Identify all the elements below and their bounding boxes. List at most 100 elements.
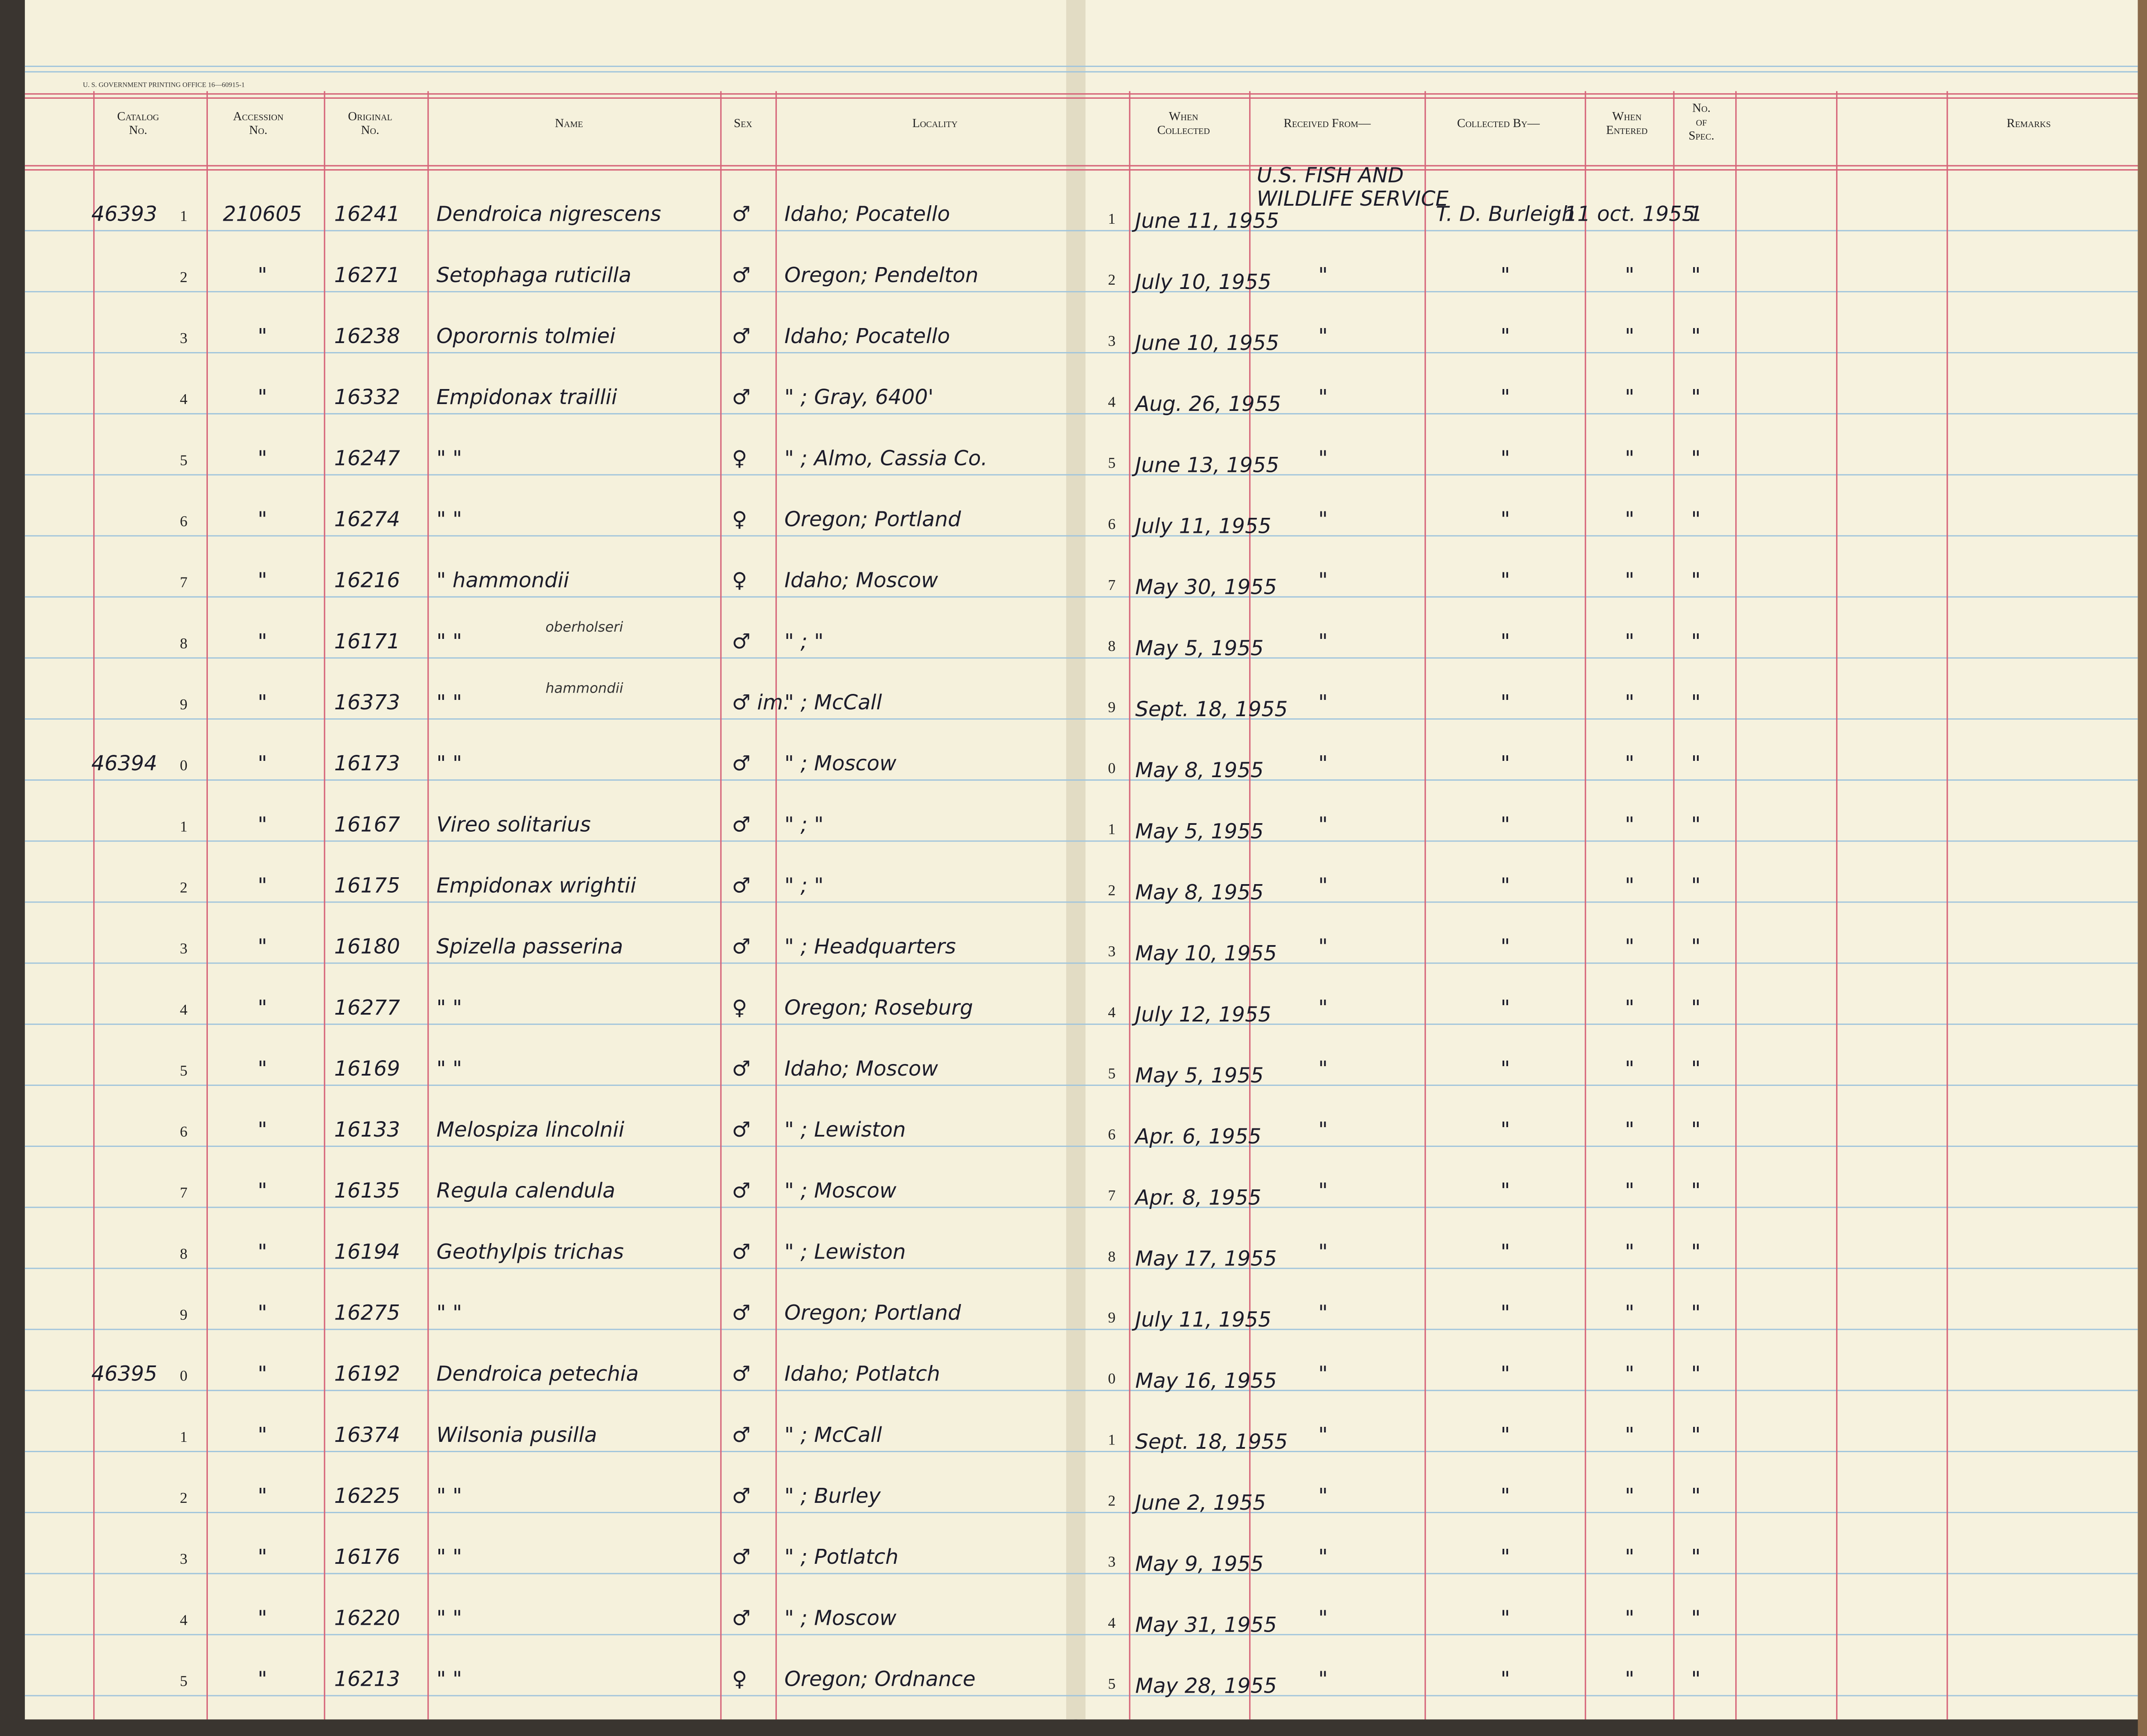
date-collected: May 28, 1955 — [1135, 1674, 1277, 1698]
date-collected: May 8, 1955 — [1135, 758, 1264, 782]
row-digit: 8 — [180, 1245, 188, 1262]
locality: " ; Almo, Cassia Co. — [785, 446, 988, 470]
collected-by: " — [1501, 1179, 1510, 1203]
collected-by: " — [1501, 1484, 1510, 1508]
accession-number: " — [258, 324, 267, 348]
accession-number: " — [258, 263, 267, 287]
collected-by: " — [1501, 1423, 1510, 1447]
locality: " ; Moscow — [785, 1179, 897, 1203]
collected-by: " — [1501, 1057, 1510, 1081]
sex: ♂ — [732, 1545, 751, 1569]
accession-number: " — [258, 1545, 267, 1569]
accession-number: " — [258, 507, 267, 531]
row-digit: 6 — [180, 1123, 188, 1140]
species-name: Geothylpis trichas — [436, 1240, 623, 1264]
accession-number: " — [258, 751, 267, 775]
row-digit-right: 9 — [1108, 698, 1116, 715]
date-entered: " — [1625, 1362, 1634, 1386]
species-name: " hammondii — [436, 569, 569, 593]
row-digit: 2 — [180, 1489, 188, 1506]
received-from: " — [1318, 1606, 1328, 1630]
row-digit-right: 7 — [1108, 1187, 1116, 1204]
locality: " ; Moscow — [785, 751, 897, 775]
sex: ♂ — [732, 1240, 751, 1264]
row-digit-right: 4 — [1108, 393, 1116, 410]
received-from: " — [1318, 324, 1328, 348]
accession-number: " — [258, 1606, 267, 1630]
date-collected: Sept. 18, 1955 — [1135, 697, 1288, 721]
gutter — [1066, 0, 1086, 1720]
date-collected: Apr. 8, 1955 — [1134, 1186, 1262, 1210]
row-digit: 4 — [180, 1611, 188, 1628]
column-headers: Catalog No. Accession No. Original No. Name Sex… — [117, 101, 2051, 143]
sex: ♂ — [732, 812, 751, 836]
column-header: When Entered — [1606, 109, 1648, 137]
collected-by: " — [1501, 935, 1510, 959]
sex: ♂ — [732, 1484, 751, 1508]
accession-number: " — [258, 1362, 267, 1386]
original-number: 16175 — [334, 873, 400, 897]
sex: ♂ — [732, 1606, 751, 1630]
row-digit: 9 — [180, 1306, 188, 1323]
date-collected: May 8, 1955 — [1135, 881, 1264, 905]
collected-by: " — [1501, 1545, 1510, 1569]
accession-number: " — [258, 385, 267, 409]
column-header: Received From— — [1283, 116, 1371, 130]
row-digit: 3 — [180, 1550, 188, 1567]
sex: ♂ — [732, 935, 751, 959]
sex: ♂ — [732, 385, 751, 409]
received-from: " — [1318, 507, 1328, 531]
accession-number: " — [258, 873, 267, 897]
locality: " ; " — [785, 812, 824, 836]
left-page — [24, 0, 1075, 1720]
date-entered: 11 oct. 1955 — [1564, 202, 1695, 226]
accession-number: " — [258, 629, 267, 654]
collected-by: T. D. Burleigh — [1436, 202, 1575, 226]
species-name: Vireo solitarius — [436, 812, 591, 836]
row-digit-right: 4 — [1108, 1003, 1116, 1021]
date-entered: " — [1625, 1240, 1634, 1264]
locality: " ; McCall — [785, 1423, 882, 1447]
accession-number: " — [258, 1667, 267, 1691]
specimen-count: 1 — [1689, 202, 1703, 226]
column-header: When Collected — [1157, 109, 1210, 137]
date-collected: June 10, 1955 — [1132, 331, 1279, 355]
accession-number: " — [258, 446, 267, 470]
original-number: 16225 — [334, 1484, 400, 1508]
sex: ♂ — [732, 1057, 751, 1081]
original-number: 16180 — [334, 935, 400, 959]
species-name: " " — [436, 1301, 462, 1325]
original-number: 16194 — [334, 1240, 400, 1264]
row-digit: 2 — [180, 879, 188, 896]
received-from: " — [1318, 1118, 1328, 1142]
column-header: Collected By— — [1457, 116, 1540, 130]
accession-number: " — [258, 996, 267, 1020]
collected-by: " — [1501, 996, 1510, 1020]
sex: ♂ — [732, 324, 751, 348]
specimen-count: " — [1691, 1667, 1700, 1691]
specimen-count: " — [1691, 263, 1700, 287]
collected-by: " — [1501, 1240, 1510, 1264]
species-name: " " — [436, 1606, 462, 1630]
species-name: " " — [436, 690, 462, 714]
date-entered: " — [1625, 1484, 1634, 1508]
locality: " ; Burley — [785, 1484, 882, 1508]
row-digit: 7 — [180, 574, 188, 591]
collected-by: " — [1501, 812, 1510, 836]
original-number: 16277 — [334, 996, 400, 1020]
sex: ♂ im. — [732, 690, 790, 714]
specimen-count: " — [1691, 935, 1700, 959]
received-from: " — [1318, 1423, 1328, 1447]
collected-by: " — [1501, 569, 1510, 593]
date-collected: May 10, 1955 — [1135, 942, 1277, 966]
received-from: " — [1318, 446, 1328, 470]
sex: ♂ — [732, 1179, 751, 1203]
collected-by: " — [1501, 1118, 1510, 1142]
column-header: Original No. — [348, 109, 392, 137]
sex: ♂ — [732, 202, 751, 226]
date-collected: May 31, 1955 — [1135, 1613, 1277, 1637]
date-collected: Sept. 18, 1955 — [1135, 1430, 1288, 1454]
catalog-number: 46395 — [91, 1362, 157, 1386]
date-entered: " — [1625, 1301, 1634, 1325]
